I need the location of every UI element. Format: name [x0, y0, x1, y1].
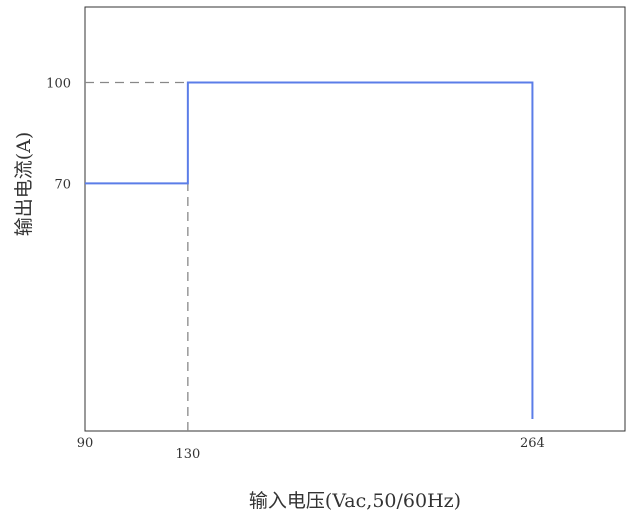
y-tick-label-70: 70: [54, 177, 71, 192]
x-tick-label-130: 130: [175, 447, 200, 462]
guide-lines: [85, 81, 189, 431]
series-line-0: [85, 81, 534, 419]
y-tick-label-100: 100: [46, 76, 71, 91]
y-axis-title: 输出电流(A): [13, 132, 35, 237]
series-group: [85, 81, 534, 419]
plot-frame: [84, 6, 626, 432]
x-tick-labels: 90 130 264: [77, 436, 545, 462]
x-tick-label-90: 90: [77, 436, 94, 451]
y-tick-labels: 100 70: [46, 76, 71, 192]
x-axis-title: 输入电压(Vac,50/60Hz): [249, 490, 461, 512]
x-tick-label-264: 264: [520, 436, 545, 451]
